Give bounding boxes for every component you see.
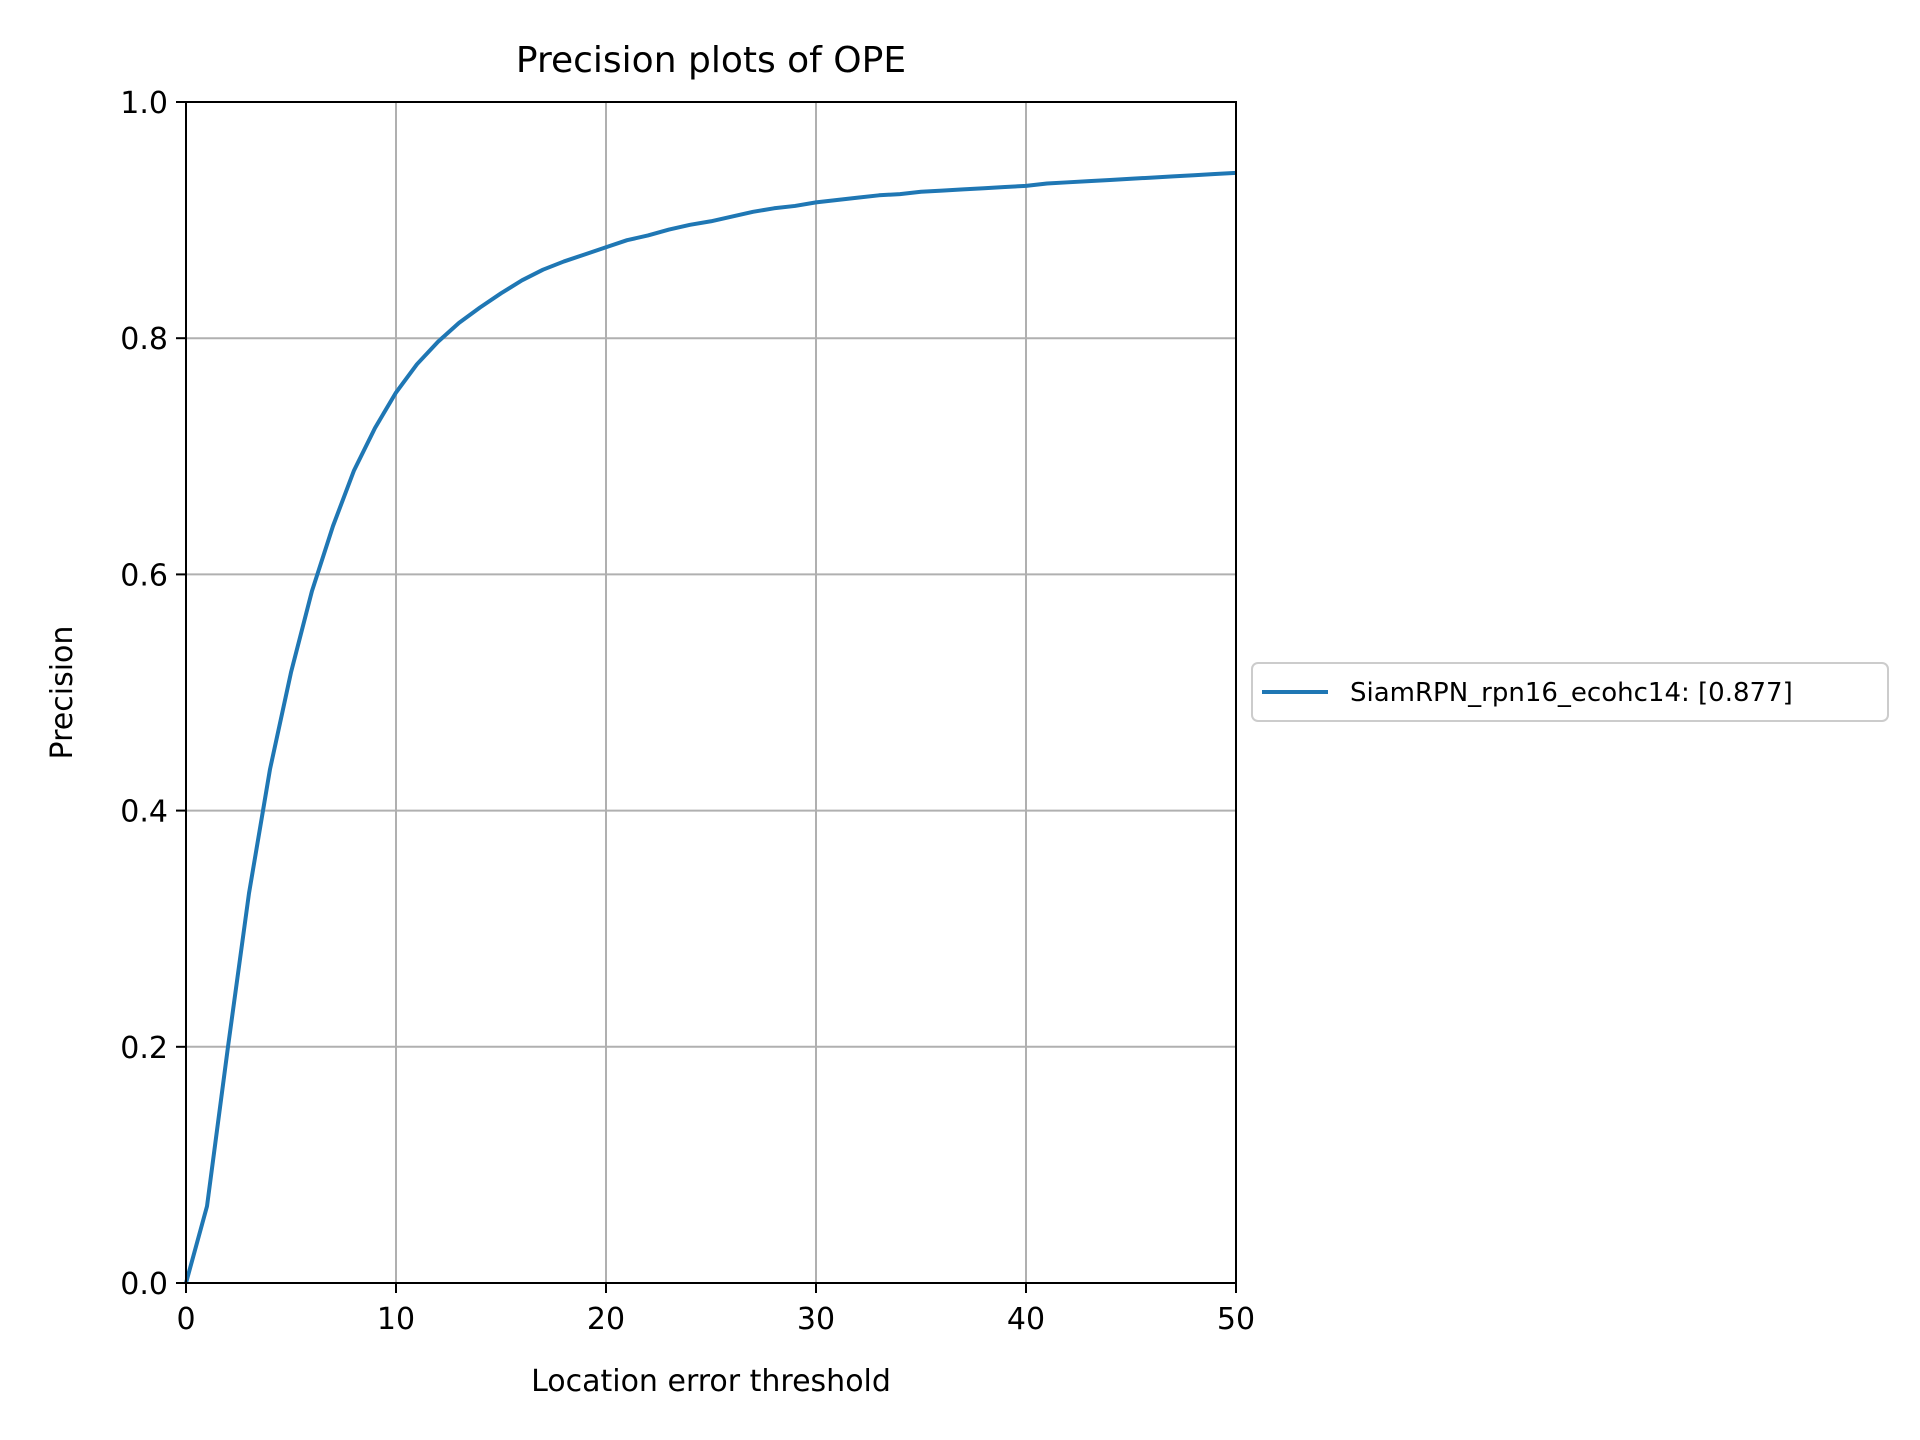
legend-box	[1251, 662, 1889, 722]
series-layer	[184, 170, 1237, 1284]
chart-title: Precision plots of OPE	[516, 40, 906, 81]
ticks: 0 10 20 30 40 50 0.0 0.2 0.4 0.6 0.8 1.0	[120, 86, 1255, 1337]
y-tick-label: 0.8	[120, 322, 168, 357]
x-tick-label: 20	[587, 1302, 625, 1337]
x-tick-label: 40	[1007, 1302, 1045, 1337]
x-tick-label: 50	[1217, 1302, 1255, 1337]
y-tick-label: 0.6	[120, 558, 168, 593]
y-tick-label: 0.2	[120, 1031, 168, 1066]
grid	[186, 102, 1236, 1283]
legend-entry-label: SiamRPN_rpn16_ecohc14: [0.877]	[1350, 678, 1793, 708]
x-axis-label: Location error threshold	[531, 1364, 891, 1399]
legend: SiamRPN_rpn16_ecohc14: [0.877]	[1251, 662, 1889, 722]
y-tick-label: 0.0	[120, 1267, 168, 1302]
y-tick-label: 1.0	[120, 86, 168, 121]
x-tick-label: 0	[176, 1302, 195, 1337]
plot-frame	[185, 101, 1237, 1284]
y-axis-label: Precision	[45, 626, 80, 760]
x-tick-label: 30	[797, 1302, 835, 1337]
x-tick-label: 10	[377, 1302, 415, 1337]
series-line	[184, 170, 1237, 1284]
y-tick-label: 0.4	[120, 795, 168, 830]
